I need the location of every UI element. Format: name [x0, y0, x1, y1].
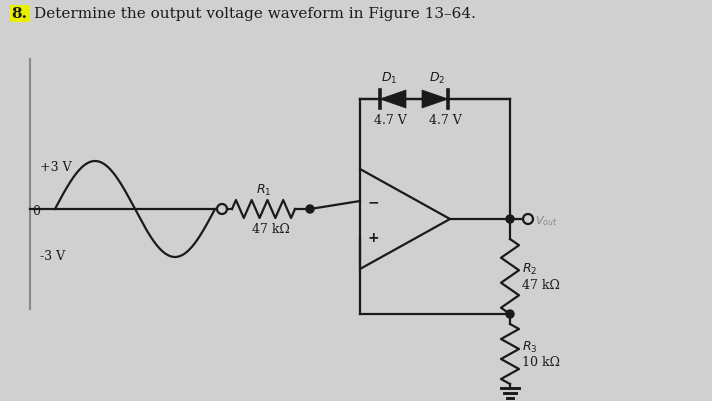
Text: Determine the output voltage waveform in Figure 13–64.: Determine the output voltage waveform in… [34, 7, 476, 21]
Text: −: − [368, 194, 379, 209]
Text: 10 kΩ: 10 kΩ [522, 356, 560, 369]
Text: -3 V: -3 V [40, 250, 65, 263]
Text: $D_1$: $D_1$ [381, 70, 397, 85]
Text: $R_3$: $R_3$ [522, 338, 538, 354]
Text: 4.7 V: 4.7 V [429, 113, 462, 126]
Text: 4.7 V: 4.7 V [374, 113, 407, 126]
Circle shape [306, 205, 314, 213]
Polygon shape [422, 91, 448, 109]
Polygon shape [380, 91, 406, 109]
Circle shape [506, 310, 514, 318]
Text: $R_1$: $R_1$ [256, 182, 271, 197]
Text: $V_{out}$: $V_{out}$ [535, 214, 557, 227]
Text: $D_2$: $D_2$ [429, 70, 445, 85]
Text: +: + [368, 231, 379, 244]
Text: 47 kΩ: 47 kΩ [251, 223, 289, 236]
Text: $R_2$: $R_2$ [522, 261, 538, 276]
Text: +3 V: +3 V [40, 161, 72, 174]
Text: 47 kΩ: 47 kΩ [522, 278, 560, 291]
FancyBboxPatch shape [10, 6, 30, 23]
Circle shape [506, 215, 514, 223]
Text: 8.: 8. [11, 7, 27, 21]
Text: 0: 0 [32, 205, 40, 218]
